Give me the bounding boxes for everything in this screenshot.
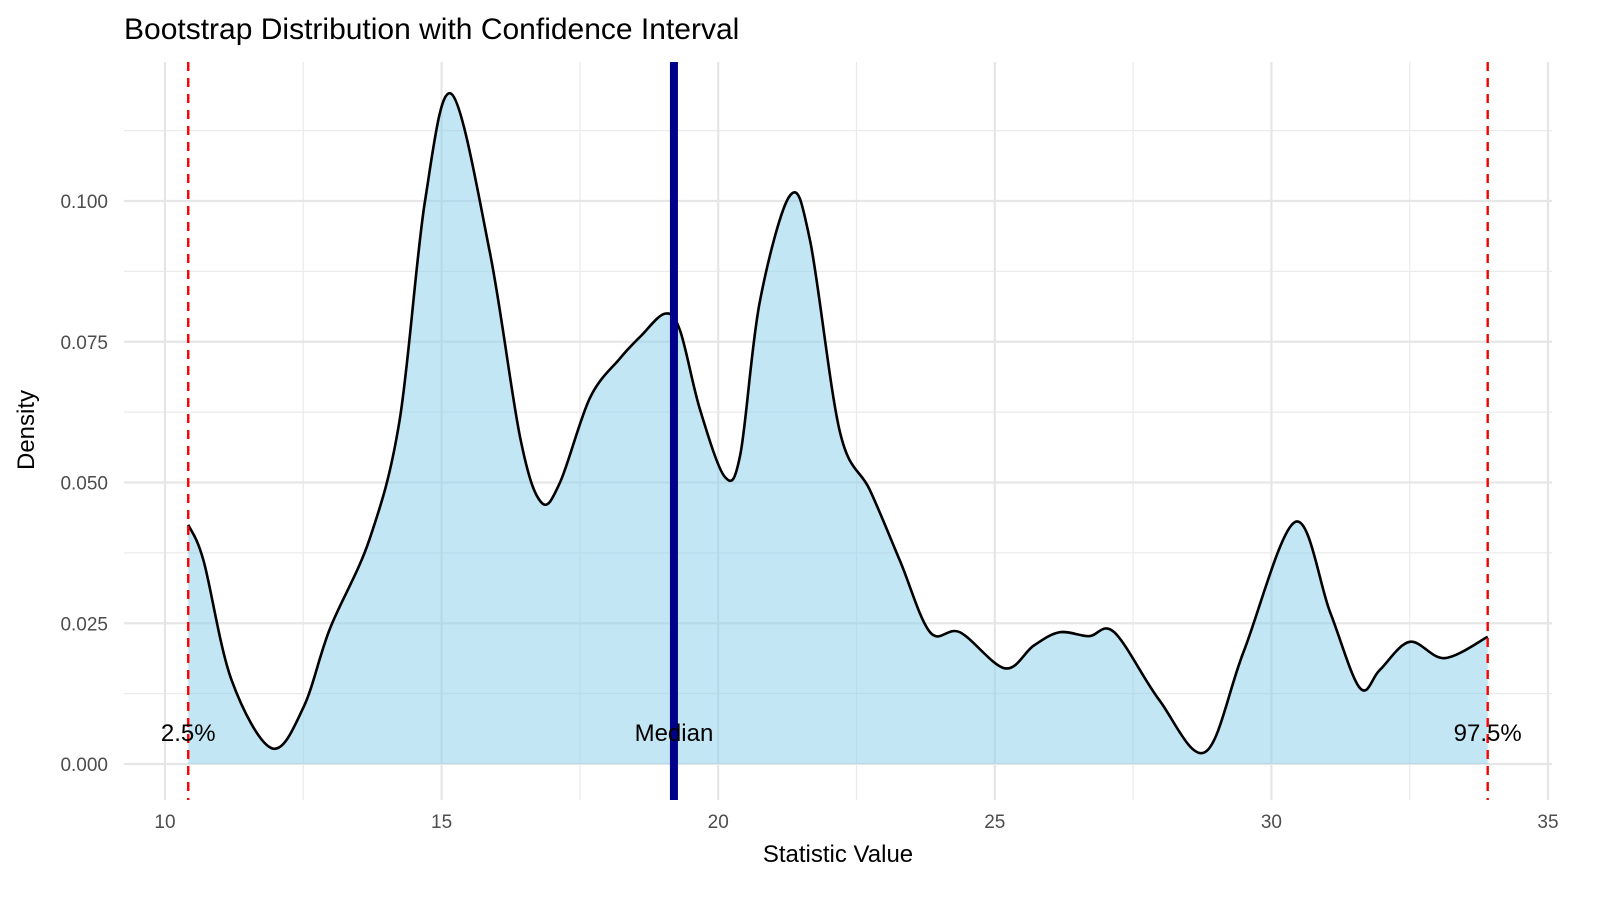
y-tick-label: 0.050 xyxy=(60,474,108,495)
x-tick-label: 15 xyxy=(431,812,452,833)
y-tick-label: 0.025 xyxy=(60,614,108,635)
y-tick-label: 0.075 xyxy=(60,333,108,354)
density-curve xyxy=(187,92,1489,755)
reference-line-label: 97.5% xyxy=(1454,720,1522,747)
x-tick-label: 10 xyxy=(154,812,175,833)
x-axis: 10 15 20 25 30 35 xyxy=(154,812,1558,833)
x-tick-label: 25 xyxy=(984,812,1005,833)
x-tick-label: 30 xyxy=(1261,812,1282,833)
reference-line-label: Median xyxy=(635,720,714,747)
x-tick-label: 35 xyxy=(1537,812,1558,833)
y-axis: 0.000 0.025 0.050 0.075 0.100 xyxy=(60,192,108,776)
y-tick-label: 0.000 xyxy=(60,755,108,776)
reference-line-label: 2.5% xyxy=(161,720,216,747)
y-tick-label: 0.100 xyxy=(60,192,108,213)
density-area xyxy=(187,92,1489,764)
x-tick-label: 20 xyxy=(708,812,729,833)
chart-title: Bootstrap Distribution with Confidence I… xyxy=(124,13,739,46)
reference-lines: 2.5% Median 97.5% xyxy=(161,62,1522,800)
y-axis-label: Density xyxy=(13,390,40,470)
x-axis-label: Statistic Value xyxy=(763,841,913,868)
